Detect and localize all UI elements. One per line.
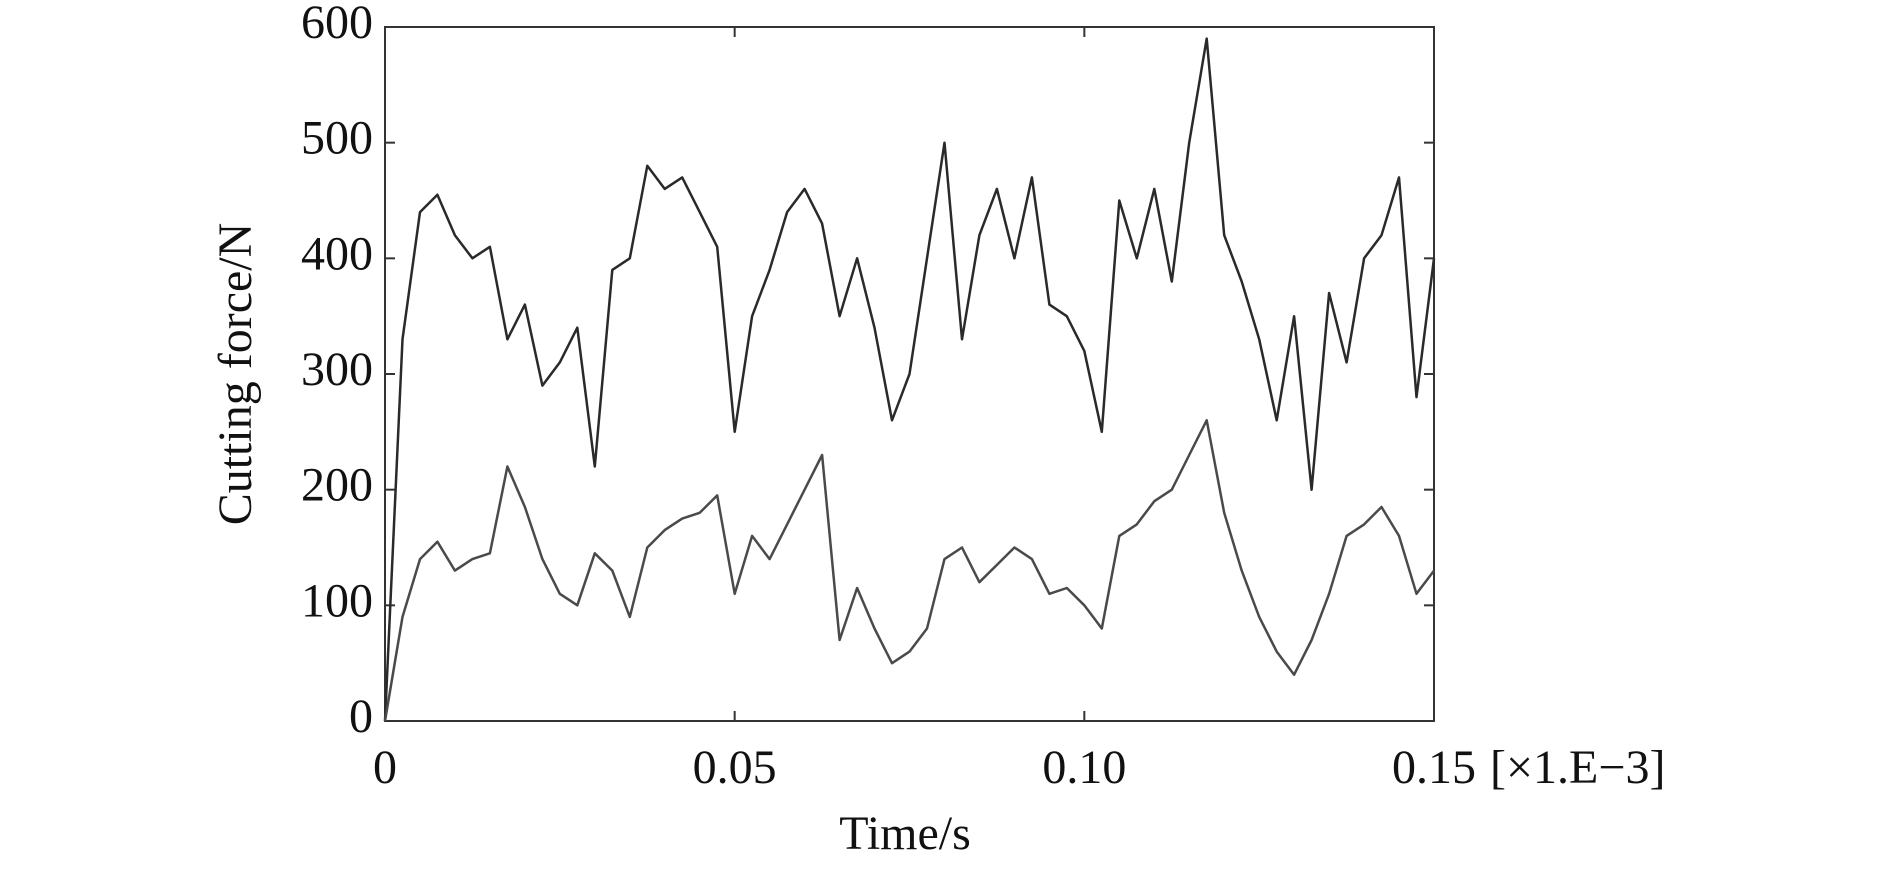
y-tick-label: 300 [301,343,373,396]
y-tick-label: 0 [349,690,373,743]
y-tick-label: 100 [301,574,373,627]
y-tick-label: 600 [301,0,373,49]
y-tick-label: 200 [301,459,373,512]
series-line [383,419,1435,722]
y-axis-label: Cutting force/N [209,223,262,526]
y-tick-label: 400 [301,227,373,280]
x-unit-note: [×1.E−3] [1490,741,1665,794]
x-tick-label: 0.15 [1392,741,1476,794]
x-tick-label: 0.05 [693,741,777,794]
y-tick-label: 500 [301,112,373,165]
x-tick-label: 0 [373,741,397,794]
x-tick-label: 0.10 [1042,741,1126,794]
x-axis-label: Time/s [839,807,971,860]
series-line [383,37,1436,722]
